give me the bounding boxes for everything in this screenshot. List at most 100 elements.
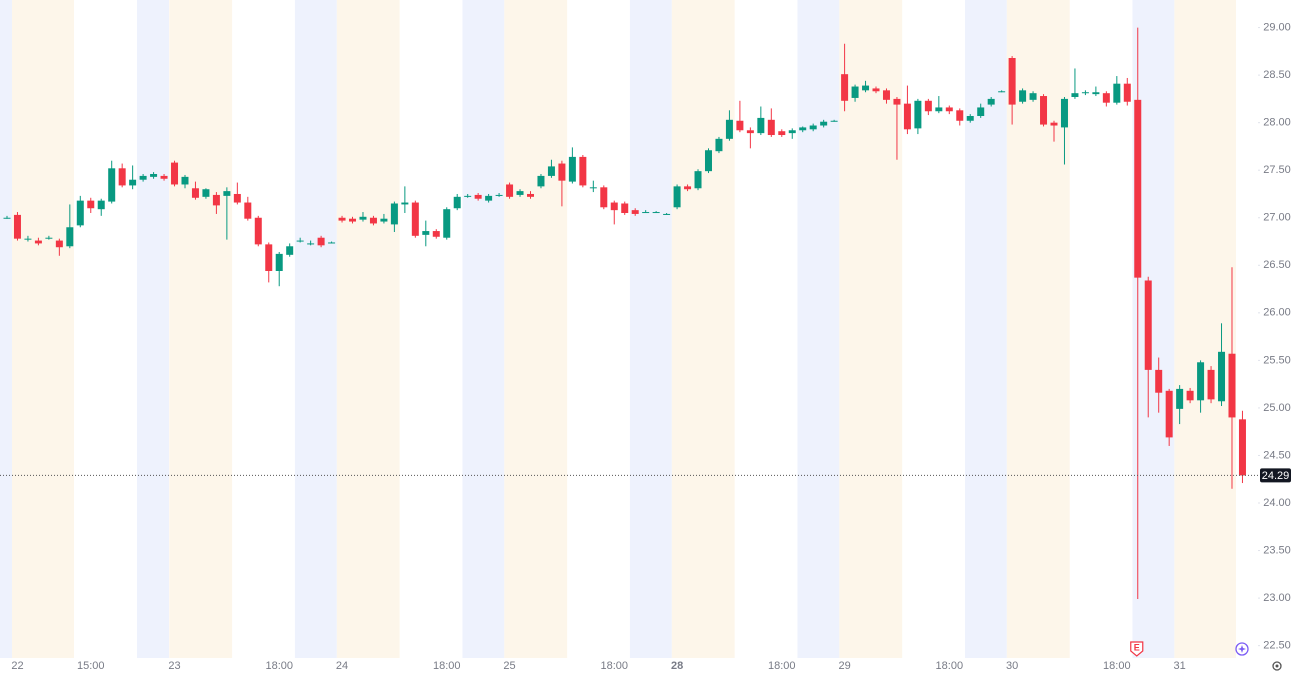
candle-body xyxy=(223,191,231,196)
session-band xyxy=(839,0,903,658)
candle-body xyxy=(527,193,534,197)
candle-body xyxy=(757,117,765,134)
session-band xyxy=(0,0,12,658)
candle-body xyxy=(506,184,514,197)
candle-body xyxy=(87,200,95,209)
candle-body xyxy=(621,203,629,213)
candle-body xyxy=(1238,419,1246,476)
candle-body xyxy=(129,179,137,186)
event-label: E xyxy=(1134,642,1140,652)
candle-body xyxy=(1134,99,1142,278)
y-tick-label: 29.00 xyxy=(1263,21,1291,33)
x-tick-label: 15:00 xyxy=(77,660,105,672)
candle-body xyxy=(851,86,859,98)
candle-body xyxy=(191,188,199,198)
x-tick-label: 29 xyxy=(838,660,850,672)
candle-body xyxy=(684,186,692,190)
candle-body xyxy=(34,240,42,244)
candle-body xyxy=(631,210,639,214)
candle-body xyxy=(642,212,650,214)
candle-body xyxy=(1123,83,1131,102)
candle-body xyxy=(767,119,775,136)
x-tick-label: 18:00 xyxy=(936,660,964,672)
candle-body xyxy=(1197,362,1205,401)
candle-body xyxy=(893,98,901,105)
candle-body xyxy=(1186,390,1194,401)
candle-body xyxy=(1060,98,1068,128)
y-tick-label: 27.50 xyxy=(1263,164,1291,176)
x-tick-label: 22 xyxy=(11,660,23,672)
y-tick-label: 26.50 xyxy=(1263,259,1291,271)
candle-body xyxy=(24,238,32,240)
ai-icon[interactable] xyxy=(1235,642,1249,656)
candle-body xyxy=(443,209,451,238)
event-marker xyxy=(1130,641,1144,657)
candle-body xyxy=(516,191,524,195)
candle-body xyxy=(956,110,964,121)
candle-body xyxy=(485,195,493,201)
candle-body xyxy=(914,100,922,129)
candle-body xyxy=(160,175,168,179)
candle-body xyxy=(474,194,482,199)
last-price-label: 24.29 xyxy=(1262,470,1290,482)
x-tick-label: 18:00 xyxy=(1103,660,1131,672)
candle-body xyxy=(1176,388,1184,409)
candle-body xyxy=(862,85,870,91)
candle-body xyxy=(610,202,618,211)
candle-body xyxy=(1040,96,1048,125)
candle-body xyxy=(76,200,84,226)
candle-body xyxy=(265,244,273,271)
x-tick-label: 31 xyxy=(1174,660,1186,672)
candle-body xyxy=(1092,92,1100,95)
candle-body xyxy=(432,231,440,237)
last-price-box xyxy=(1260,468,1291,483)
ai-circle[interactable] xyxy=(1235,642,1249,656)
x-tick-label: 18:00 xyxy=(768,660,796,672)
candle-body xyxy=(296,240,304,242)
gear[interactable] xyxy=(1272,661,1282,671)
candle-body xyxy=(118,168,126,186)
candle-body xyxy=(547,166,555,176)
session-band xyxy=(169,0,233,658)
candle-body xyxy=(275,253,283,271)
candle-body xyxy=(935,107,943,112)
candle-body xyxy=(202,189,210,197)
gear-icon[interactable] xyxy=(1272,661,1282,671)
candle-body xyxy=(150,174,158,177)
candle-body xyxy=(1008,58,1016,105)
candle-body xyxy=(453,196,461,209)
candle-body xyxy=(830,120,838,122)
candle-body xyxy=(746,130,754,134)
candle-body xyxy=(652,212,660,214)
candle-body xyxy=(998,91,1006,93)
candle-body xyxy=(66,227,74,247)
candle-body xyxy=(244,202,252,219)
session-band xyxy=(965,0,1007,658)
y-tick-label: 28.00 xyxy=(1263,117,1291,129)
candle-body xyxy=(704,150,712,172)
candle-body xyxy=(568,156,576,182)
y-tick-label: 23.00 xyxy=(1263,592,1291,604)
candle-body xyxy=(945,107,953,112)
candle-body xyxy=(181,176,189,185)
session-band xyxy=(12,0,74,658)
candle-body xyxy=(97,200,105,210)
candle-body xyxy=(422,231,430,235)
x-tick-label: 28 xyxy=(671,660,683,672)
candle-body xyxy=(663,213,671,215)
y-tick-label: 27.00 xyxy=(1263,212,1291,224)
candle-body xyxy=(401,202,409,205)
candle-body xyxy=(778,131,786,136)
candle-body xyxy=(139,175,147,180)
candle-body xyxy=(411,202,419,236)
session-band xyxy=(671,0,735,658)
session-band xyxy=(1132,0,1175,658)
session-band xyxy=(504,0,568,658)
candle-body xyxy=(1081,92,1089,94)
y-tick-label: 26.00 xyxy=(1263,307,1291,319)
candle-body xyxy=(1155,369,1163,393)
y-tick-label: 24.00 xyxy=(1263,497,1291,509)
session-band xyxy=(336,0,400,658)
gear-center[interactable] xyxy=(1275,664,1279,668)
y-tick-label: 24.50 xyxy=(1263,449,1291,461)
